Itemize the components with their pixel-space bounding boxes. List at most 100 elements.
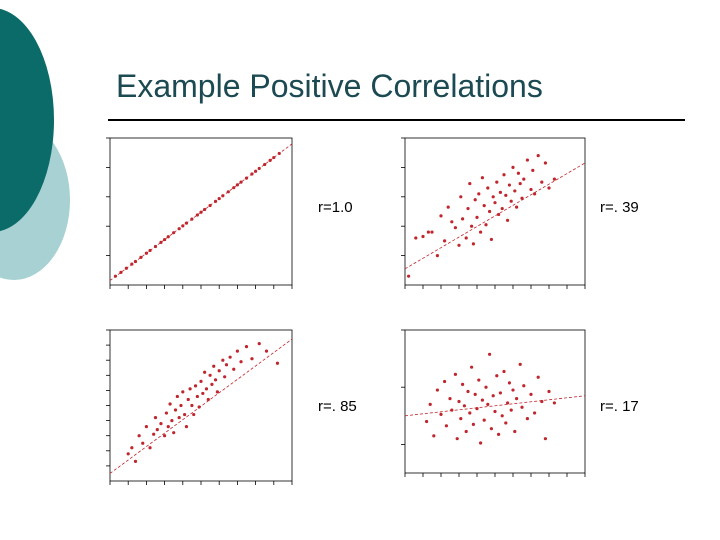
data-point bbox=[504, 193, 508, 197]
data-point bbox=[199, 379, 203, 383]
data-point bbox=[448, 397, 452, 401]
data-point bbox=[439, 412, 443, 416]
data-point bbox=[477, 192, 481, 196]
data-point bbox=[509, 408, 513, 412]
data-point bbox=[506, 401, 510, 405]
data-point bbox=[495, 374, 499, 378]
data-point bbox=[522, 384, 526, 388]
data-point bbox=[520, 405, 524, 409]
data-point bbox=[473, 198, 477, 202]
data-point bbox=[184, 221, 189, 225]
data-point bbox=[502, 173, 506, 177]
data-point bbox=[264, 349, 269, 353]
data-point bbox=[509, 199, 513, 203]
data-point bbox=[268, 158, 272, 162]
data-point bbox=[153, 244, 158, 249]
data-point bbox=[239, 360, 243, 364]
data-point bbox=[475, 407, 479, 411]
data-point bbox=[172, 431, 176, 435]
data-point bbox=[432, 434, 436, 438]
data-point bbox=[491, 394, 495, 398]
data-point bbox=[254, 169, 258, 173]
data-point bbox=[201, 391, 205, 396]
data-point bbox=[484, 385, 488, 389]
data-point bbox=[471, 242, 475, 246]
data-point bbox=[130, 262, 134, 266]
data-point bbox=[226, 190, 230, 194]
data-point bbox=[213, 378, 218, 382]
data-point bbox=[186, 397, 190, 402]
data-point bbox=[203, 370, 207, 374]
data-point bbox=[518, 181, 522, 186]
data-point bbox=[529, 187, 533, 192]
data-point bbox=[212, 364, 216, 368]
data-point bbox=[153, 415, 158, 420]
data-point bbox=[479, 230, 483, 234]
data-point bbox=[515, 205, 519, 209]
data-point bbox=[507, 381, 511, 385]
data-point bbox=[498, 391, 502, 395]
data-point bbox=[414, 236, 418, 240]
data-point bbox=[257, 166, 261, 171]
data-point bbox=[435, 388, 439, 392]
data-point bbox=[144, 425, 148, 429]
data-point bbox=[484, 223, 488, 227]
data-point bbox=[126, 452, 130, 456]
correlation-label: r=1.0 bbox=[318, 199, 353, 216]
data-point bbox=[536, 375, 540, 379]
data-point bbox=[450, 408, 454, 412]
data-point bbox=[425, 419, 429, 424]
data-point bbox=[502, 369, 506, 374]
data-point bbox=[515, 397, 519, 401]
data-point bbox=[522, 177, 526, 181]
data-point bbox=[221, 358, 225, 362]
data-point bbox=[232, 367, 236, 371]
data-point bbox=[430, 230, 434, 234]
data-point bbox=[190, 403, 194, 408]
data-point bbox=[197, 405, 201, 409]
data-point bbox=[193, 384, 198, 388]
data-point bbox=[217, 196, 221, 201]
data-point bbox=[446, 205, 450, 209]
data-point bbox=[552, 177, 557, 181]
data-point bbox=[453, 226, 457, 230]
data-point bbox=[531, 168, 535, 172]
data-point bbox=[228, 355, 232, 359]
trendline bbox=[109, 338, 293, 474]
data-point bbox=[275, 361, 280, 365]
data-point bbox=[511, 388, 515, 392]
data-point bbox=[547, 389, 551, 394]
data-point bbox=[488, 352, 492, 356]
data-point bbox=[190, 217, 194, 221]
data-point bbox=[168, 402, 172, 406]
data-point bbox=[479, 441, 483, 445]
data-point bbox=[239, 180, 243, 184]
data-point bbox=[188, 387, 192, 391]
data-point bbox=[543, 437, 548, 441]
data-point bbox=[244, 345, 249, 349]
data-point bbox=[520, 196, 524, 200]
data-point bbox=[152, 432, 156, 436]
data-point bbox=[497, 212, 501, 217]
data-point bbox=[439, 214, 443, 218]
data-point bbox=[244, 176, 249, 180]
data-point bbox=[170, 419, 174, 423]
data-point bbox=[513, 189, 517, 193]
data-point bbox=[506, 218, 510, 222]
data-point bbox=[163, 434, 167, 438]
trendline bbox=[404, 395, 586, 417]
data-point bbox=[139, 255, 143, 259]
data-point bbox=[461, 217, 465, 221]
data-point bbox=[130, 446, 134, 450]
data-point bbox=[183, 412, 187, 417]
data-point bbox=[166, 425, 170, 429]
data-point bbox=[516, 171, 521, 175]
data-point bbox=[163, 237, 167, 242]
data-point bbox=[210, 382, 214, 386]
data-point bbox=[179, 403, 183, 408]
data-point bbox=[488, 209, 492, 214]
correlation-label: r=. 17 bbox=[600, 398, 639, 415]
data-point bbox=[148, 248, 152, 253]
